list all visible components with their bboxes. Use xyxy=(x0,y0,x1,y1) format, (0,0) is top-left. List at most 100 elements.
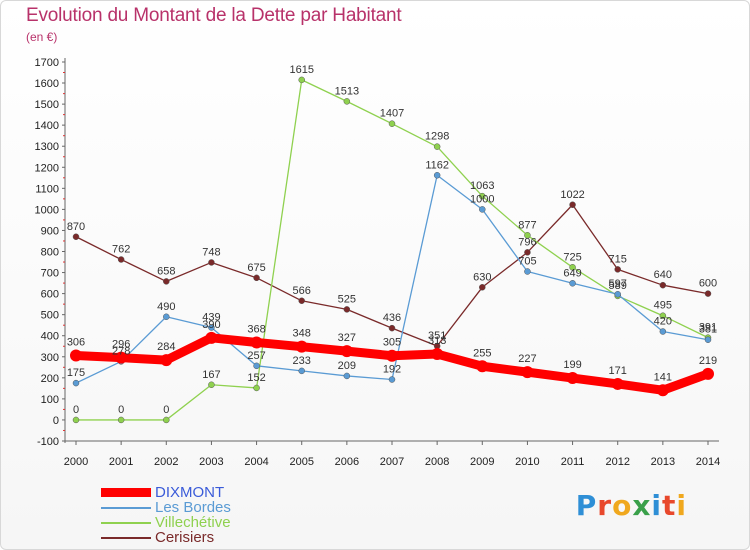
data-label-villech-tive: 495 xyxy=(654,300,672,312)
data-point-cerisiers xyxy=(72,233,80,241)
data-label-dixmont: 199 xyxy=(563,359,581,371)
y-tick-label: 900 xyxy=(41,225,59,237)
y-tick-label: 1200 xyxy=(35,162,59,174)
data-point-villech-tive xyxy=(569,264,576,271)
data-point-cerisiers xyxy=(569,201,576,209)
data-point-dixmont xyxy=(431,348,444,361)
data-point-les-bordes xyxy=(614,290,621,298)
legend-label: Les Bordes xyxy=(155,499,231,516)
data-label-cerisiers: 748 xyxy=(202,246,220,258)
data-point-cerisiers xyxy=(298,297,305,305)
data-label-les-bordes: 192 xyxy=(383,364,401,376)
data-point-les-bordes xyxy=(433,172,441,179)
data-point-villech-tive xyxy=(253,384,260,392)
data-point-villech-tive xyxy=(479,192,486,200)
legend-swatch xyxy=(101,488,151,497)
data-point-les-bordes xyxy=(569,280,576,287)
data-label-dixmont: 390 xyxy=(202,319,220,331)
data-label-villech-tive: 1513 xyxy=(335,85,359,97)
y-tick-label: 1700 xyxy=(35,57,59,69)
data-point-villech-tive xyxy=(208,381,215,389)
data-point-dixmont xyxy=(115,351,128,364)
x-tick-label: 2010 xyxy=(515,456,539,468)
data-label-les-bordes: 1162 xyxy=(425,159,449,171)
x-tick-label: 2002 xyxy=(154,456,178,468)
data-point-les-bordes xyxy=(253,362,260,370)
data-label-dixmont: 219 xyxy=(699,355,717,367)
data-label-dixmont: 368 xyxy=(247,323,265,335)
legend: DIXMONT Les Bordes Villechétive Cerisiers xyxy=(101,485,231,545)
data-point-cerisiers xyxy=(659,281,667,289)
legend-label: Cerisiers xyxy=(155,529,215,546)
x-tick-label: 2012 xyxy=(605,456,629,468)
data-label-cerisiers: 675 xyxy=(247,262,265,274)
data-point-dixmont xyxy=(476,360,489,373)
x-tick-label: 2001 xyxy=(109,456,133,468)
data-label-les-bordes: 439 xyxy=(202,312,220,324)
data-point-les-bordes xyxy=(659,328,667,335)
data-point-dixmont xyxy=(70,349,82,362)
data-point-cerisiers xyxy=(117,256,125,263)
data-label-les-bordes: 490 xyxy=(157,301,175,313)
data-label-villech-tive: 0 xyxy=(118,404,124,416)
data-label-villech-tive: 0 xyxy=(73,404,79,416)
data-label-villech-tive: 167 xyxy=(202,369,220,381)
legend-label: DIXMONT xyxy=(155,484,225,501)
data-label-villech-tive: 391 xyxy=(699,322,717,334)
data-labels-layer: 870 762 658 748 675 566 525 436 351 630 796 1022 715… xyxy=(67,64,717,416)
legend-item: Villechétive xyxy=(101,515,231,530)
y-tick-label: 1000 xyxy=(35,204,59,216)
data-point-cerisiers xyxy=(253,274,260,282)
data-label-cerisiers: 762 xyxy=(112,244,130,256)
data-point-dixmont xyxy=(611,377,624,390)
data-point-dixmont xyxy=(160,354,173,367)
legend-item: Les Bordes xyxy=(101,500,231,515)
data-point-cerisiers xyxy=(388,324,396,332)
data-point-cerisiers xyxy=(163,278,170,285)
data-label-villech-tive: 1407 xyxy=(380,108,404,120)
y-tick-label: -100 xyxy=(37,436,59,448)
y-tick-label: 1500 xyxy=(35,99,59,111)
data-label-cerisiers: 351 xyxy=(428,330,446,342)
data-label-villech-tive: 152 xyxy=(247,372,265,384)
chart-subtitle: (en €) xyxy=(26,30,58,44)
data-point-dixmont xyxy=(566,372,579,385)
data-label-les-bordes: 175 xyxy=(67,367,85,379)
data-point-villech-tive xyxy=(72,416,80,424)
data-point-cerisiers xyxy=(479,284,486,291)
data-label-dixmont: 171 xyxy=(609,365,627,377)
x-tick-label: 2008 xyxy=(425,456,449,468)
data-label-dixmont: 227 xyxy=(518,353,536,365)
data-point-villech-tive xyxy=(163,416,170,424)
data-label-les-bordes: 1000 xyxy=(470,193,494,205)
data-label-villech-tive: 877 xyxy=(518,219,536,231)
data-label-les-bordes: 381 xyxy=(699,324,717,336)
data-label-cerisiers: 640 xyxy=(654,269,672,281)
legend-swatch xyxy=(101,506,151,509)
x-tick-label: 2013 xyxy=(651,456,675,468)
legend-swatch xyxy=(101,536,151,539)
x-tick-label: 2011 xyxy=(561,456,585,468)
data-label-dixmont: 284 xyxy=(157,341,175,353)
data-label-dixmont: 255 xyxy=(473,347,491,359)
x-tick-label: 2007 xyxy=(380,456,404,468)
data-label-villech-tive: 725 xyxy=(563,251,581,263)
legend-item: Cerisiers xyxy=(101,530,231,545)
x-tick-label: 2009 xyxy=(470,456,494,468)
data-label-les-bordes: 278 xyxy=(112,345,130,357)
series-layer xyxy=(70,76,714,424)
data-point-les-bordes xyxy=(524,268,531,275)
line-chart: -100010020030040050060070080090010001100… xyxy=(35,57,721,468)
data-label-dixmont: 306 xyxy=(67,337,85,349)
data-point-cerisiers xyxy=(614,266,621,273)
data-label-dixmont: 327 xyxy=(338,332,356,344)
y-tick-label: 1100 xyxy=(35,183,59,195)
data-label-les-bordes: 649 xyxy=(563,267,581,279)
y-tick-label: 200 xyxy=(41,373,59,385)
data-label-villech-tive: 1063 xyxy=(470,180,494,192)
x-tick-label: 2004 xyxy=(244,456,268,468)
data-label-cerisiers: 715 xyxy=(609,253,627,265)
y-tick-label: 700 xyxy=(41,268,59,280)
data-label-les-bordes: 209 xyxy=(338,360,356,372)
